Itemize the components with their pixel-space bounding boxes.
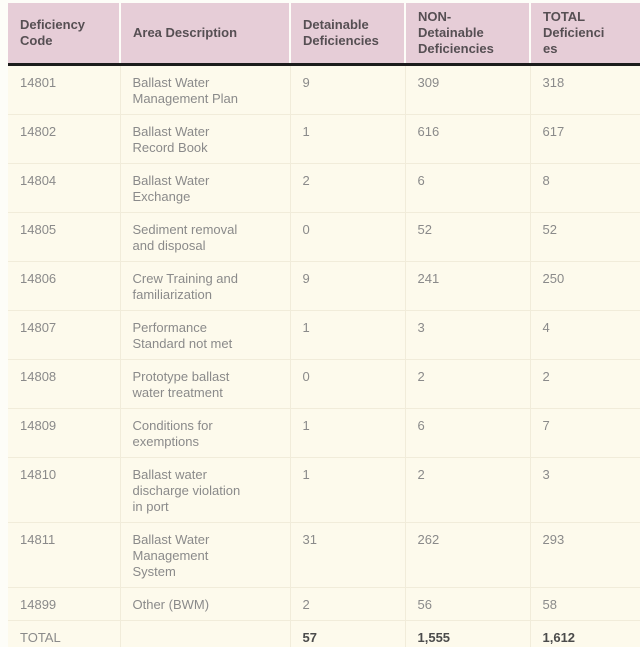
cell-detainable-deficiencies: 1	[289, 114, 405, 164]
table-row: 14811 Ballast Water Management System 31…	[8, 522, 640, 588]
cell-total-deficiencies: 293	[529, 522, 640, 588]
cell-non-detainable-deficiencies: 3	[404, 310, 530, 360]
cell-deficiency-code: 14807	[8, 310, 120, 360]
column-header-area: Area Description	[119, 3, 290, 65]
cell-non-detainable-deficiencies: 262	[404, 522, 530, 588]
cell-area-description: Ballast water discharge violation in por…	[119, 457, 290, 523]
cell-area-description: Sediment removal and disposal	[119, 212, 290, 262]
cell-non-detainable-deficiencies: 52	[404, 212, 530, 262]
cell-area-description: Ballast Water Management System	[119, 522, 290, 588]
total-row: TOTAL 57 1,555 1,612	[8, 620, 640, 647]
cell-area-description: Ballast Water Management Plan	[119, 64, 290, 115]
table-row: 14806 Crew Training and familiarization …	[8, 261, 640, 311]
cell-detainable-deficiencies: 31	[289, 522, 405, 588]
column-header-detainable: Detainable Deficiencies	[289, 3, 405, 65]
cell-non-detainable-deficiencies: 2	[404, 457, 530, 523]
cell-deficiency-code: 14810	[8, 457, 120, 523]
cell-total-deficiencies: 318	[529, 64, 640, 115]
cell-total-deficiencies: 250	[529, 261, 640, 311]
cell-non-detainable-deficiencies: 616	[404, 114, 530, 164]
cell-deficiency-code: 14809	[8, 408, 120, 458]
cell-detainable-deficiencies: 2	[289, 587, 405, 621]
cell-non-detainable-deficiencies: 309	[404, 64, 530, 115]
table-row: 14805 Sediment removal and disposal 0 52…	[8, 212, 640, 262]
table-row: 14809 Conditions for exemptions 1 6 7	[8, 408, 640, 458]
cell-detainable-deficiencies: 1	[289, 457, 405, 523]
cell-area-description: Performance Standard not met	[119, 310, 290, 360]
cell-detainable-deficiencies: 2	[289, 163, 405, 213]
cell-non-detainable-deficiencies: 6	[404, 408, 530, 458]
cell-deficiency-code: 14899	[8, 587, 120, 621]
total-row-label: TOTAL	[8, 620, 120, 647]
cell-deficiency-code: 14804	[8, 163, 120, 213]
cell-total-deficiencies: 7	[529, 408, 640, 458]
cell-total-deficiencies: 617	[529, 114, 640, 164]
cell-total-deficiencies: 4	[529, 310, 640, 360]
cell-total-deficiencies: 2	[529, 359, 640, 409]
column-header-total: TOTAL Deficienci es	[529, 3, 640, 65]
cell-deficiency-code: 14805	[8, 212, 120, 262]
cell-deficiency-code: 14808	[8, 359, 120, 409]
cell-non-detainable-deficiencies: 241	[404, 261, 530, 311]
table-row: 14810 Ballast water discharge violation …	[8, 457, 640, 523]
table-row: 14802 Ballast Water Record Book 1 616 61…	[8, 114, 640, 164]
total-row-area-cell	[119, 620, 290, 647]
cell-area-description: Prototype ballast water treatment	[119, 359, 290, 409]
table-row: 14808 Prototype ballast water treatment …	[8, 359, 640, 409]
table-row: 14804 Ballast Water Exchange 2 6 8	[8, 163, 640, 213]
cell-detainable-deficiencies: 9	[289, 261, 405, 311]
cell-total-deficiencies: 3	[529, 457, 640, 523]
cell-non-detainable-deficiencies: 56	[404, 587, 530, 621]
cell-area-description: Other (BWM)	[119, 587, 290, 621]
cell-deficiency-code: 14801	[8, 64, 120, 115]
cell-area-description: Ballast Water Record Book	[119, 114, 290, 164]
cell-total-deficiencies: 8	[529, 163, 640, 213]
cell-detainable-deficiencies: 0	[289, 212, 405, 262]
total-non-detainable-value: 1,555	[404, 620, 530, 647]
cell-non-detainable-deficiencies: 2	[404, 359, 530, 409]
cell-detainable-deficiencies: 1	[289, 310, 405, 360]
cell-area-description: Ballast Water Exchange	[119, 163, 290, 213]
table-row: 14801 Ballast Water Management Plan 9 30…	[8, 64, 640, 115]
total-detainable-value: 57	[289, 620, 405, 647]
cell-total-deficiencies: 52	[529, 212, 640, 262]
table-footer: TOTAL 57 1,555 1,612	[8, 620, 640, 647]
cell-deficiency-code: 14806	[8, 261, 120, 311]
cell-detainable-deficiencies: 9	[289, 64, 405, 115]
cell-deficiency-code: 14802	[8, 114, 120, 164]
column-header-code: Deficiency Code	[8, 3, 120, 65]
cell-detainable-deficiencies: 1	[289, 408, 405, 458]
table-body: 14801 Ballast Water Management Plan 9 30…	[8, 64, 640, 621]
cell-detainable-deficiencies: 0	[289, 359, 405, 409]
total-deficiencies-value: 1,612	[529, 620, 640, 647]
cell-deficiency-code: 14811	[8, 522, 120, 588]
cell-non-detainable-deficiencies: 6	[404, 163, 530, 213]
table-header: Deficiency Code Area Description Detainabl…	[8, 3, 640, 65]
table-header-row: Deficiency Code Area Description Detainabl…	[8, 3, 640, 65]
table-row: 14807 Performance Standard not met 1 3 4	[8, 310, 640, 360]
deficiency-summary-table: Deficiency Code Area Description Detainabl…	[8, 3, 640, 647]
cell-area-description: Conditions for exemptions	[119, 408, 290, 458]
table-row: 14899 Other (BWM) 2 56 58	[8, 587, 640, 621]
cell-area-description: Crew Training and familiarization	[119, 261, 290, 311]
column-header-non_detainable: NON- Detainable Deficiencies	[404, 3, 530, 65]
cell-total-deficiencies: 58	[529, 587, 640, 621]
